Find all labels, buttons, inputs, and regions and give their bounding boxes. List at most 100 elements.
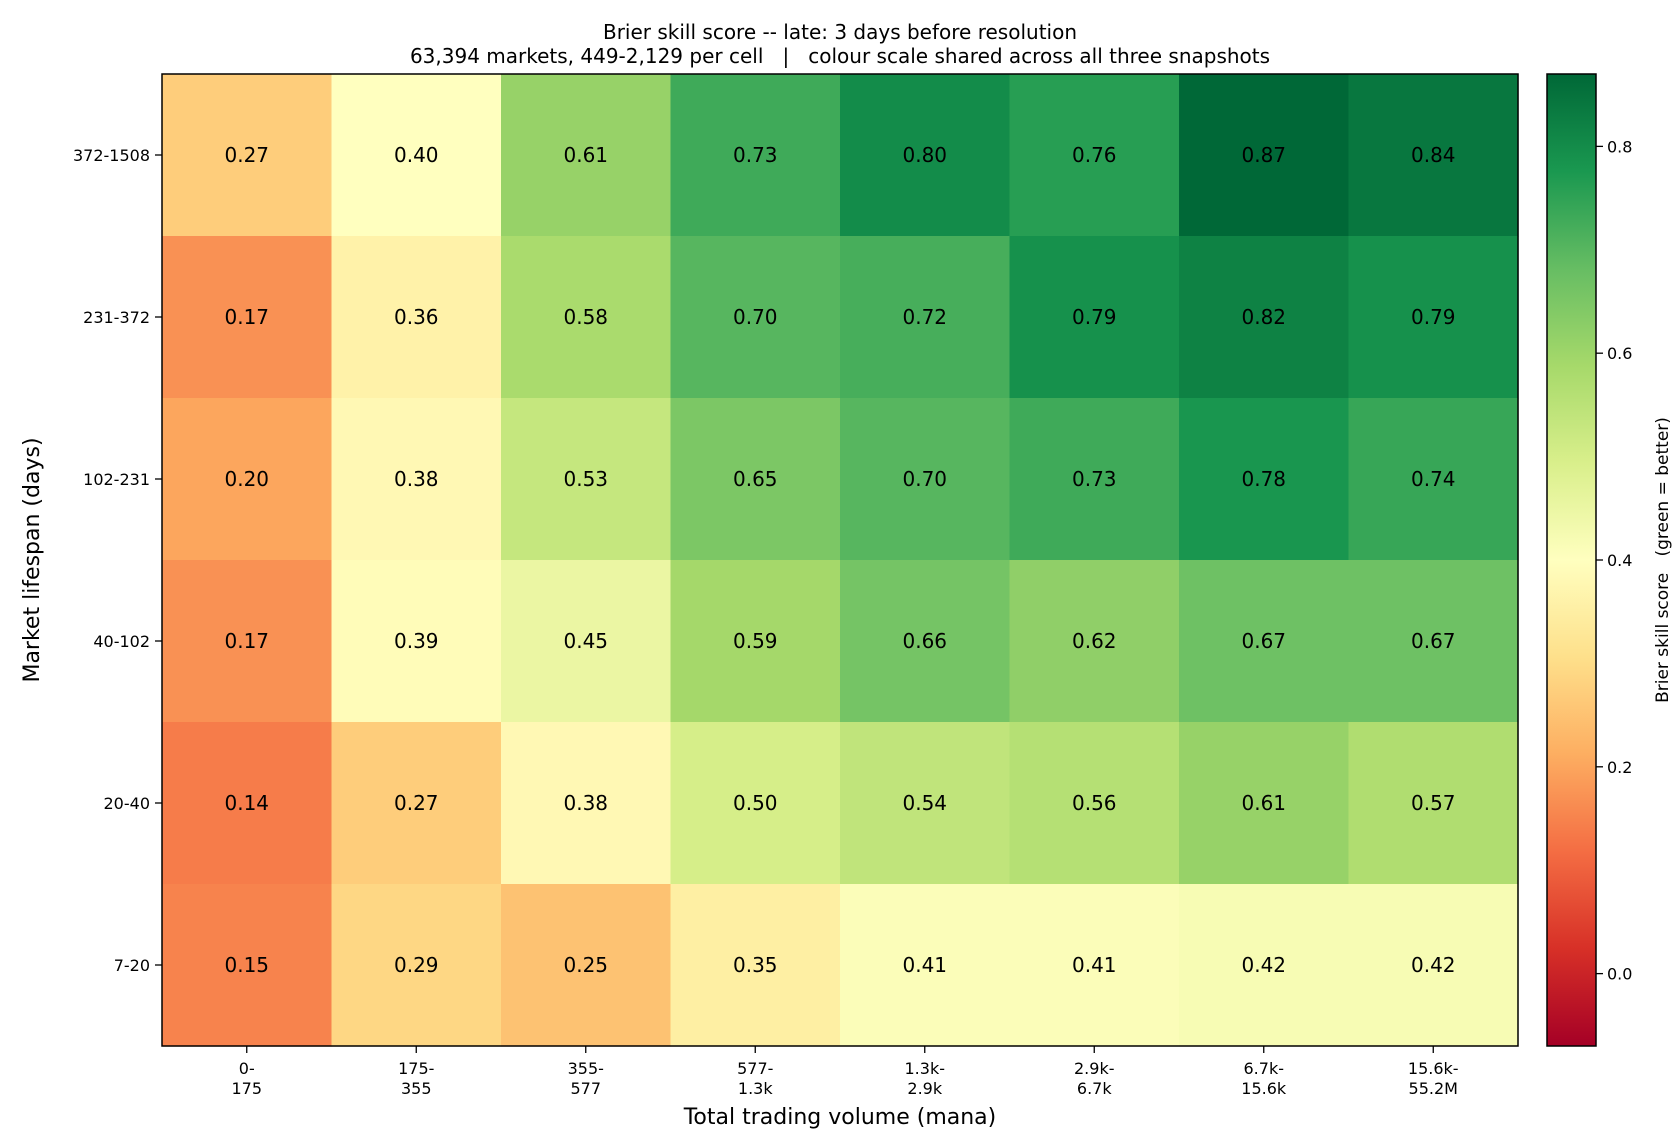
plot-frame [161, 73, 1519, 1047]
heatmap-cell [1179, 74, 1350, 237]
x-axis-label: Total trading volume (mana) [683, 1105, 997, 1130]
x-tick-label: 15.6k [1241, 1079, 1287, 1098]
cell-value-label: 0.73 [1072, 467, 1117, 491]
colorbar-tick-label: 0.4 [1607, 551, 1632, 570]
cell-value-label: 0.70 [733, 305, 778, 329]
x-tick-label: 355 [401, 1079, 432, 1098]
heatmap-cell [162, 398, 333, 561]
x-tick-label: 6.7k- [1244, 1059, 1284, 1078]
heatmap-cell [1348, 722, 1519, 885]
heatmap-cell [1179, 884, 1350, 1047]
heatmap-cell [162, 722, 333, 885]
heatmap-cell [162, 236, 333, 399]
cell-value-label: 0.58 [563, 305, 608, 329]
heatmap-cell [1179, 398, 1350, 561]
colorbar-tick-label: 0.8 [1607, 137, 1632, 156]
cell-value-label: 0.38 [563, 791, 608, 815]
cell-value-label: 0.40 [394, 143, 439, 167]
heatmap-cell [162, 74, 333, 237]
heatmap-cell [840, 884, 1011, 1047]
y-tick-label: 7-20 [114, 956, 150, 975]
cell-value-label: 0.50 [733, 791, 778, 815]
cell-value-label: 0.61 [563, 143, 608, 167]
cell-value-label: 0.76 [1072, 143, 1117, 167]
cell-value-label: 0.73 [733, 143, 778, 167]
cell-value-label: 0.79 [1411, 305, 1456, 329]
cell-value-label: 0.72 [902, 305, 947, 329]
x-tick-label: 175 [231, 1079, 262, 1098]
heatmap-cell [1348, 236, 1519, 399]
heatmap-cell [501, 236, 672, 399]
cell-value-label: 0.56 [1072, 791, 1117, 815]
y-tick-label: 20-40 [104, 794, 151, 813]
cell-value-label: 0.41 [1072, 953, 1117, 977]
y-tick-label: 231-372 [83, 308, 150, 327]
colorbar-tick-label: 0.2 [1607, 758, 1632, 777]
cell-value-label: 0.59 [733, 629, 778, 653]
x-tick-label: 577 [570, 1079, 601, 1098]
heatmap-cell [670, 236, 841, 399]
colorbar-tick-label: 0.0 [1607, 965, 1632, 984]
cell-value-label: 0.27 [394, 791, 439, 815]
cell-value-label: 0.17 [224, 305, 269, 329]
cell-value-label: 0.70 [902, 467, 947, 491]
heatmap-cell [1009, 236, 1180, 399]
colorbar-label: Brier skill score (green = better) [1653, 417, 1673, 703]
heatmap-cells [162, 74, 1519, 1047]
heatmap-cell [670, 722, 841, 885]
x-tick-label: 1.3k- [905, 1059, 945, 1078]
heatmap-cell [1009, 722, 1180, 885]
cell-value-label: 0.45 [563, 629, 608, 653]
cell-value-label: 0.14 [224, 791, 269, 815]
cell-value-label: 0.20 [224, 467, 269, 491]
heatmap-cell [331, 560, 502, 723]
x-tick-label: 2.9k- [1074, 1059, 1114, 1078]
heatmap-cell [1179, 560, 1350, 723]
heatmap-cell [840, 236, 1011, 399]
heatmap-cell [331, 722, 502, 885]
heatmap-cell [840, 722, 1011, 885]
y-axis-label: Market lifespan (days) [20, 437, 45, 682]
colorbar-ticks: 0.0 0.2 0.4 0.6 0.8 [1596, 137, 1632, 984]
x-tick-label: 1.3k [738, 1079, 773, 1098]
chart-subtitle: 63,394 markets, 449-2,129 per cell | col… [410, 44, 1270, 68]
y-axis-ticks: 372-1508 231-372 102-231 40-102 20-40 7-20 [73, 146, 162, 975]
heatmap-cell [331, 74, 502, 237]
cell-value-label: 0.66 [902, 629, 947, 653]
cell-value-label: 0.67 [1411, 629, 1456, 653]
heatmap-cell [1009, 884, 1180, 1047]
cell-value-label: 0.42 [1241, 953, 1286, 977]
heatmap-cell [840, 560, 1011, 723]
chart-title: Brier skill score -- late: 3 days before… [603, 20, 1077, 44]
x-tick-label: 577- [737, 1059, 773, 1078]
heatmap-cell [1009, 560, 1180, 723]
cell-value-label: 0.62 [1072, 629, 1117, 653]
cell-value-label: 0.79 [1072, 305, 1117, 329]
heatmap-cell [1009, 74, 1180, 237]
y-tick-label: 102-231 [83, 470, 150, 489]
heatmap-cell [1179, 722, 1350, 885]
heatmap-cell [1348, 74, 1519, 237]
x-tick-label: 0- [239, 1059, 255, 1078]
heatmap-cell [501, 398, 672, 561]
heatmap-cell [162, 884, 333, 1047]
heatmap-cell [840, 74, 1011, 237]
colorbar-tick-label: 0.6 [1607, 344, 1632, 363]
cell-value-label: 0.39 [394, 629, 439, 653]
cell-value-label: 0.57 [1411, 791, 1456, 815]
cell-value-label: 0.80 [902, 143, 947, 167]
cell-value-label: 0.41 [902, 953, 947, 977]
cell-value-label: 0.38 [394, 467, 439, 491]
heatmap-cell [1009, 398, 1180, 561]
cell-value-label: 0.29 [394, 953, 439, 977]
cell-value-label: 0.74 [1411, 467, 1456, 491]
heatmap-cell [670, 398, 841, 561]
heatmap-cell [331, 236, 502, 399]
cell-value-label: 0.42 [1411, 953, 1456, 977]
x-tick-label: 6.7k [1077, 1079, 1112, 1098]
heatmap-cell [331, 884, 502, 1047]
heatmap-cell [1348, 398, 1519, 561]
x-tick-label: 55.2M [1409, 1079, 1458, 1098]
cell-value-label: 0.54 [902, 791, 947, 815]
